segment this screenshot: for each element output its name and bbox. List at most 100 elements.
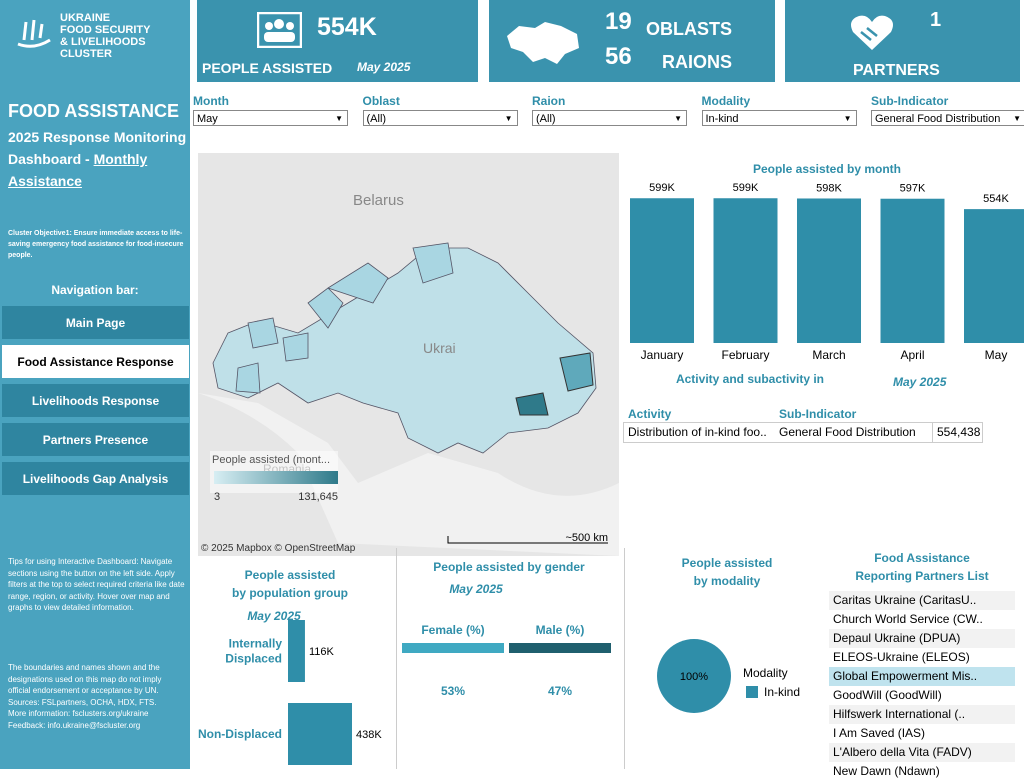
dropdown-arrow: ▼ — [335, 114, 343, 123]
filter-label: Sub-Indicator — [871, 94, 949, 108]
chart-title: People assisted — [245, 568, 336, 582]
filter-value: In-kind — [705, 113, 739, 125]
cell: General Food Distribution — [779, 425, 916, 439]
logo-line: UKRAINE — [60, 12, 111, 24]
map-label: Ukrai — [423, 340, 456, 356]
value-label: 116K — [309, 646, 335, 658]
nav-button[interactable]: Livelihoods Gap Analysis — [2, 462, 189, 495]
filter-select[interactable]: (All) ▼ — [532, 110, 687, 126]
subtitle-line: 2025 Response Monitoring — [8, 129, 187, 145]
partner-item[interactable]: New Dawn (Ndawn) — [833, 764, 940, 778]
tips: Tips for using Interactive Dashboard: Na… — [8, 557, 185, 612]
kpi-partners: 1 PARTNERS — [785, 0, 1020, 82]
kpi-value: 19 — [605, 8, 632, 35]
subtitle: 2025 Response Monitoring Dashboard - Mont… — [8, 126, 186, 192]
value-label: 53% — [441, 684, 465, 698]
filter-select[interactable]: (All) ▼ — [362, 110, 518, 126]
category-label: Male (%) — [536, 623, 585, 637]
x-tick-label: January — [641, 348, 684, 362]
cell: 554,438 — [932, 423, 980, 442]
header-strip — [402, 643, 504, 653]
logo-icon — [17, 19, 51, 48]
filter-select[interactable]: In-kind ▼ — [701, 110, 857, 126]
kpi-label: PEOPLE ASSISTED — [202, 60, 333, 76]
bar — [630, 198, 694, 343]
kpi-label: RAIONS — [662, 52, 733, 72]
nav-button[interactable]: Main Page — [2, 306, 189, 339]
bar — [964, 209, 1024, 343]
column-header: Sub-Indicator — [779, 407, 857, 421]
filter-label: Oblast — [362, 94, 400, 108]
objective: Cluster Objective1: Ensure immediate acc… — [8, 230, 184, 259]
nav-button[interactable]: Livelihoods Response — [2, 384, 189, 417]
handshake-icon — [851, 15, 893, 51]
value-label: 598K — [816, 182, 842, 194]
map-label: Belarus — [353, 192, 404, 209]
chart-title: People assisted by gender — [433, 560, 585, 574]
value-label: 599K — [733, 182, 759, 194]
partner-item[interactable]: ELEOS-Ukraine (ELEOS) — [833, 650, 970, 664]
x-tick-label: May — [985, 348, 1008, 362]
title-line: Reporting Partners List — [855, 569, 989, 583]
divider — [624, 548, 625, 769]
x-tick-label: February — [721, 348, 769, 362]
table-title: Activity and subactivity in — [675, 372, 825, 386]
chart-title: People assisted by month — [753, 162, 901, 176]
nav-button[interactable]: Food Assistance Response — [2, 345, 189, 378]
chart-title: People assisted — [682, 556, 773, 570]
legend-title: People assisted (mont... — [212, 454, 330, 466]
partner-item[interactable]: Global Empowerment Mis.. — [829, 667, 1015, 686]
link[interactable]: Assistance — [8, 173, 82, 189]
region — [235, 242, 454, 394]
partner-item[interactable]: GoodWill (GoodWill) — [833, 688, 942, 702]
x-tick-label: March — [812, 348, 845, 362]
bar — [288, 703, 352, 765]
partner-item[interactable]: I Am Saved (IAS) — [833, 726, 926, 740]
kpi-value: 554K — [317, 13, 377, 41]
value-label: 438K — [356, 729, 382, 741]
filter-label: Modality — [701, 94, 751, 108]
value-label: 554K — [983, 193, 1009, 205]
kpi-people: 554K PEOPLE ASSISTED May 2025 — [197, 0, 478, 82]
chart-subtitle: May 2025 — [449, 582, 503, 596]
value-label: 599K — [649, 182, 675, 194]
value-label: 47% — [548, 684, 572, 698]
legend-title: Modality — [743, 666, 788, 680]
partner-item[interactable]: Hilfswerk International (.. — [829, 705, 1015, 724]
sea — [198, 393, 619, 556]
region-mid — [559, 352, 594, 392]
filter-select[interactable]: May ▼ — [193, 110, 348, 126]
pie-slice — [657, 639, 731, 713]
chart-title: by population group — [232, 586, 348, 600]
sidebar: UKRAINE FOOD SECURITY & LIVELIHOODS CLUSTE… — [0, 0, 190, 769]
sources: Sources: FSLpartners, OCHA, HDX, FTS. — [8, 697, 157, 707]
kpi-value: 1 — [930, 9, 942, 31]
chart-subtitle: May 2025 — [247, 609, 301, 623]
cell: Distribution of in-kind foo.. — [628, 425, 767, 439]
partner-item[interactable]: Caritas Ukraine (CaritasU.. — [829, 591, 1015, 610]
legend-max: 131,645 — [298, 491, 338, 503]
subtitle-line: Dashboard - — [8, 151, 94, 167]
ukraine-regions — [212, 247, 597, 454]
link[interactable]: Monthly — [93, 151, 148, 167]
logo-text: UKRAINE FOOD SECURITY & LIVELIHOODS CLUSTE… — [60, 12, 190, 60]
partner-item[interactable]: Church World Service (CW.. — [833, 612, 983, 626]
filter-value: May — [197, 113, 218, 125]
dropdown-arrow: ▼ — [674, 114, 682, 123]
logo-line: FOOD SECURITY — [60, 24, 151, 36]
filter-select[interactable]: General Food Distribution ▼ — [871, 110, 1024, 126]
partner-item[interactable]: L'Albero della Vita (FADV) — [829, 743, 1015, 762]
nav-button[interactable]: Partners Presence — [2, 423, 189, 456]
scale-label: ~500 km — [566, 532, 609, 544]
more-info: More information: fsclusters.org/ukraine — [8, 709, 149, 718]
logo-line: & LIVELIHOODS CLUSTER — [60, 36, 146, 60]
bar — [288, 620, 305, 682]
nav-label: Navigation bar: — [51, 283, 139, 297]
title-line: Food Assistance — [874, 551, 970, 565]
table-row: Distribution of in-kind foo.. General Foo… — [623, 422, 983, 443]
filter-value: (All) — [536, 113, 556, 125]
dropdown-arrow: ▼ — [1013, 114, 1021, 123]
category-label: Female (%) — [421, 623, 484, 637]
partner-item[interactable]: Depaul Ukraine (DPUA) — [829, 629, 1015, 648]
kpi-value: 56 — [605, 43, 632, 70]
